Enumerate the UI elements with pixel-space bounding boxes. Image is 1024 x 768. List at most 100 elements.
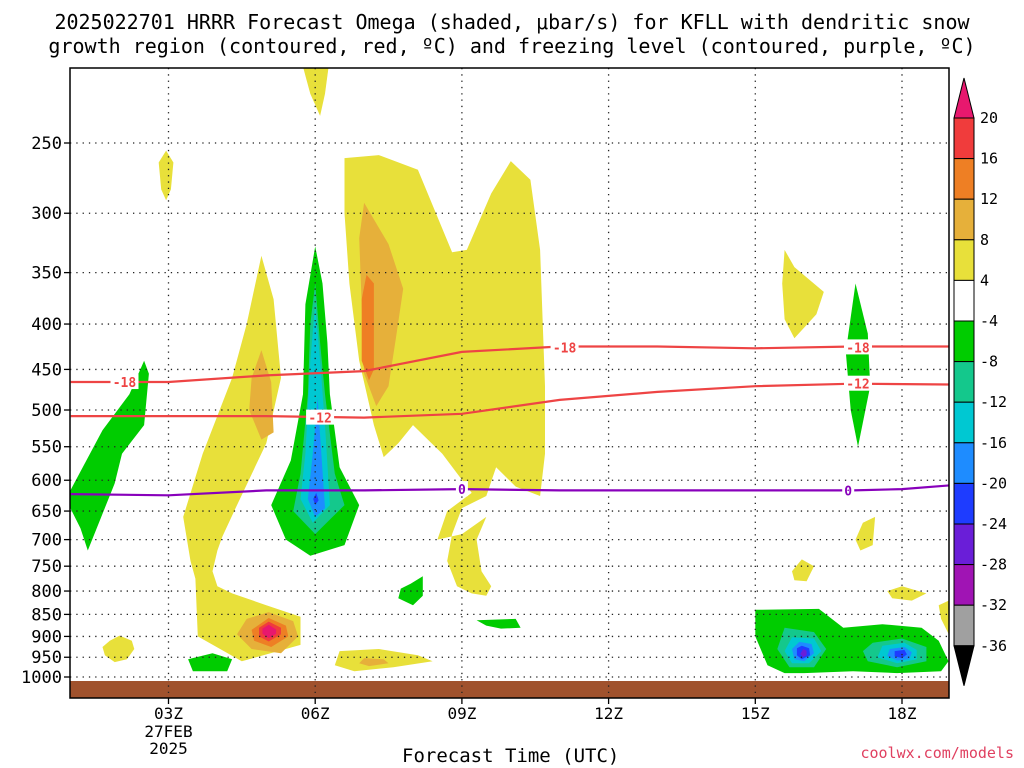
y-tick-label: 400 xyxy=(31,315,62,335)
contour-lines xyxy=(70,345,949,497)
colorbar-bottom-arrow xyxy=(953,645,975,686)
colorbar-swatch xyxy=(953,442,975,484)
colorbar-swatch xyxy=(953,482,975,525)
omega-region-downward-6z-lt-20 xyxy=(313,492,319,506)
contour-label-bg xyxy=(843,339,872,355)
ground-strip xyxy=(70,681,949,698)
x-tick-sublabel: 2025 xyxy=(149,739,188,758)
x-tick-label: 12Z xyxy=(594,704,623,723)
colorbar-label: 16 xyxy=(980,150,998,168)
y-tick-label: 250 xyxy=(31,134,62,154)
y-tick-label: 600 xyxy=(31,471,62,491)
colorbar-swatch xyxy=(953,523,975,566)
colorbar-label: -36 xyxy=(980,637,1007,655)
omega-region-upward-18z xyxy=(887,586,927,601)
y-tick-label: 700 xyxy=(31,531,62,551)
colorbar-swatch xyxy=(953,117,975,160)
y-tick-label: 950 xyxy=(31,648,62,668)
contour-label: -18 xyxy=(113,376,137,391)
colorbar-label: -20 xyxy=(980,474,1007,492)
contour-minus12 xyxy=(70,382,949,419)
y-tick-label: 900 xyxy=(31,627,62,647)
colorbar-swatch xyxy=(953,361,975,403)
omega-region-upward-6z-top xyxy=(303,68,329,116)
chart-title-line-1: 2025022701 HRRR Forecast Omega (shaded, … xyxy=(54,10,970,34)
colorbar-label: -12 xyxy=(980,393,1007,411)
colorbar-label: -32 xyxy=(980,596,1007,614)
omega-region-upward-19z xyxy=(938,600,949,635)
contour-label-bg xyxy=(842,482,855,498)
colorbar: 20 16 12 8 4 -4 -8 -12 -16 -20 -24 -28 -32 -36 xyxy=(953,77,1007,686)
credit-text: coolwx.com/models xyxy=(860,744,1014,762)
contour-label: -18 xyxy=(553,341,577,356)
omega-region-upward-17z xyxy=(855,516,876,551)
omega-region-downward-6z-lt-16 xyxy=(307,398,325,517)
contour-label-bg xyxy=(110,374,139,390)
omega-shading xyxy=(70,68,949,674)
contour-label: -12 xyxy=(308,412,331,427)
colorbar-swatch xyxy=(953,198,975,241)
omega-region-upward-7z-8-12 xyxy=(361,274,374,381)
colorbar-label: -24 xyxy=(980,515,1007,533)
y-tick-label: 550 xyxy=(31,438,62,458)
contour-label: 0 xyxy=(458,483,466,498)
omega-region-downward-2z xyxy=(70,360,149,551)
colorbar-swatch xyxy=(953,401,975,444)
y-tick-label: 350 xyxy=(31,264,62,284)
omega-region-downward-9z-sfc xyxy=(476,618,521,629)
y-tick-label: 300 xyxy=(31,204,62,224)
contour-label-bg xyxy=(306,409,335,425)
omega-region-upward-7z-sfc-4-8 xyxy=(359,658,389,667)
colorbar-swatch xyxy=(953,320,975,363)
colorbar-label: 12 xyxy=(980,190,998,208)
contour-label: -18 xyxy=(846,341,870,356)
colorbar-label: 4 xyxy=(980,271,989,289)
colorbar-label: 20 xyxy=(980,109,998,127)
colorbar-swatch xyxy=(953,239,975,281)
y-tick-label: 850 xyxy=(31,605,62,625)
plot-frame xyxy=(69,67,950,699)
chart-title-line-2: growth region (contoured, red, ºC) and f… xyxy=(48,34,976,58)
omega-region-downward-4z-sfc xyxy=(188,653,233,672)
contour-label-bg xyxy=(550,339,579,355)
omega-region-upward-5z-gt20 xyxy=(262,624,277,639)
colorbar-label: 8 xyxy=(980,231,989,249)
omega-region-downward-17z xyxy=(845,283,871,447)
y-tick-label: 500 xyxy=(31,401,62,421)
x-tick-label: 18Z xyxy=(888,704,917,723)
y-tick-label: 1000 xyxy=(21,668,62,688)
colorbar-swatch xyxy=(953,564,975,606)
omega-region-upward-16z xyxy=(782,249,824,339)
colorbar-top-arrow xyxy=(953,77,975,119)
contour-label: 0 xyxy=(844,484,852,499)
y-tick-label: 750 xyxy=(31,557,62,577)
omega-region-downward-18z-lt-20 xyxy=(894,649,907,659)
contour-0 xyxy=(70,484,949,497)
contour-minus18 xyxy=(70,345,949,384)
colorbar-label: -4 xyxy=(980,312,998,330)
contour-label-bg xyxy=(843,375,872,391)
x-tick-label: 03Z xyxy=(154,704,183,723)
omega-region-upward-3z-0-4 xyxy=(158,150,174,201)
contour-labels: -18 -18 -18 -12 -12 0 0 xyxy=(110,339,872,499)
y-tick-label: 450 xyxy=(31,360,62,380)
colorbar-label: -16 xyxy=(980,434,1007,452)
x-tick-label: 09Z xyxy=(447,704,476,723)
colorbar-swatch xyxy=(953,604,975,647)
colorbar-label: -28 xyxy=(980,556,1007,574)
omega-region-upward-3z-0-4 xyxy=(102,635,135,663)
colorbar-swatch xyxy=(953,158,975,200)
omega-region-downward-16z-lt-24 xyxy=(800,649,807,658)
colorbar-label: -8 xyxy=(980,353,998,371)
contour-label: -12 xyxy=(846,378,869,393)
omega-region-upward-16z xyxy=(792,559,814,582)
y-axis: 2503003504004505005506006507007508008509… xyxy=(21,134,70,688)
y-tick-label: 650 xyxy=(31,502,62,522)
y-tick-label: 800 xyxy=(31,582,62,602)
colorbar-swatch xyxy=(953,279,975,322)
x-tick-label: 15Z xyxy=(741,704,770,723)
omega-region-upward-5z-8-12 xyxy=(249,350,274,440)
omega-region-upward-5z-4-8 xyxy=(183,255,301,662)
